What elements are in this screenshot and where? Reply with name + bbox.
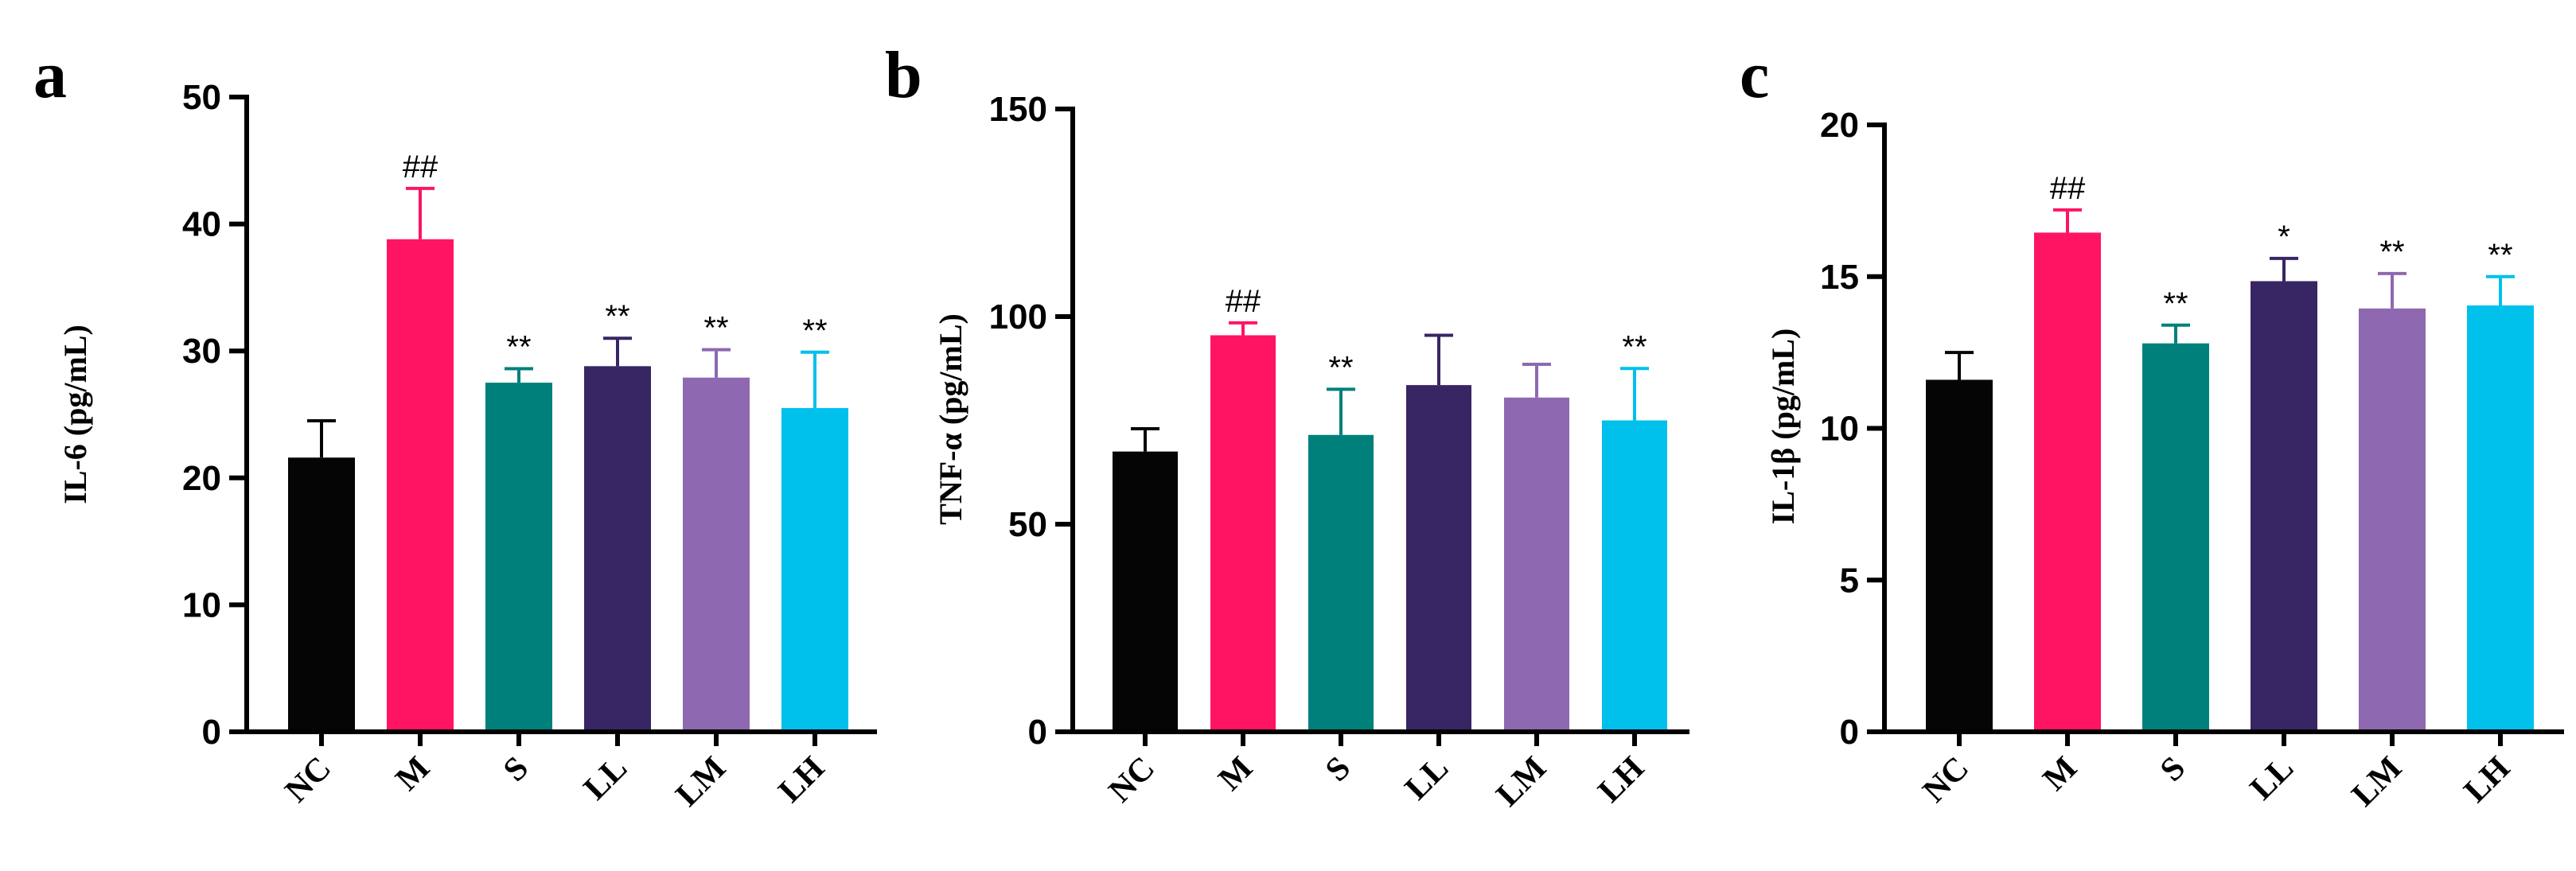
y-tick-label: 30 [182, 332, 221, 371]
significance-label: ** [2163, 286, 2188, 321]
significance-label: ** [1328, 350, 1353, 385]
x-tick-label: LL [577, 750, 634, 807]
y-axis-label: IL-1β (pg/mL) [1765, 329, 1801, 525]
bar [1210, 335, 1276, 732]
y-tick-label: 50 [1008, 505, 1047, 544]
y-axis-label: IL-6 (pg/mL) [57, 325, 93, 504]
significance-label: ** [802, 313, 827, 348]
x-tick-label: LH [1592, 750, 1651, 810]
x-tick-label: LM [2345, 750, 2409, 814]
x-tick-label: M [1212, 750, 1261, 799]
x-tick-label: LH [2457, 750, 2517, 810]
x-tick-label: M [389, 750, 438, 799]
x-tick-label: LM [669, 750, 733, 814]
significance-label: ** [703, 311, 728, 346]
significance-label: ** [506, 330, 531, 365]
y-tick-label: 100 [989, 297, 1047, 336]
significance-label: ** [1622, 329, 1647, 364]
bar [2467, 305, 2534, 732]
significance-label: ** [605, 299, 629, 334]
bar [781, 408, 848, 732]
significance-label: ** [2488, 238, 2512, 273]
x-tick-label: LL [2243, 750, 2301, 807]
y-tick-label: 150 [989, 90, 1047, 129]
chart-panel-b: b TNF-α (pg/mL) NC ## M ** S LL LM ** LH 0 50 100 150 [885, 38, 1689, 814]
y-tick-label: 15 [1820, 258, 1859, 297]
bar [387, 239, 454, 732]
y-tick-label: 40 [182, 205, 221, 244]
bar [2034, 232, 2101, 732]
significance-label: ** [2379, 235, 2404, 270]
bar [1406, 385, 1471, 732]
y-tick-label: 50 [182, 78, 221, 117]
x-tick-label: M [2036, 750, 2085, 799]
y-tick-label: 0 [1840, 713, 1859, 752]
y-tick-label: 10 [1820, 410, 1859, 449]
significance-label: ## [2050, 171, 2086, 206]
panel-letter: c [1740, 38, 1769, 112]
x-tick-label: NC [279, 750, 338, 810]
bar [1113, 451, 1178, 732]
x-tick-label: LH [772, 750, 832, 810]
y-tick-label: 20 [1820, 106, 1859, 145]
x-tick-label: NC [1102, 750, 1162, 810]
chart-panel-a: a IL-6 (pg/mL) NC ## M ** S ** LL ** LM ** LH 0 10 20 30… [33, 38, 877, 814]
bar [2142, 343, 2209, 732]
significance-label: * [2278, 220, 2290, 255]
bar [584, 366, 651, 732]
y-tick-label: 10 [182, 585, 221, 624]
panel-letter: a [33, 38, 67, 112]
bar [2251, 281, 2317, 732]
y-axis-label: TNF-α (pg/mL) [933, 313, 968, 525]
panel-letter: b [885, 38, 922, 112]
bar [1602, 420, 1667, 732]
x-tick-label: S [1319, 750, 1358, 789]
x-tick-label: S [497, 750, 536, 789]
bar [1926, 379, 1993, 732]
chart-panel-c: c IL-1β (pg/mL) NC ## M ** S * LL ** LM ** LH 0 5 10 15 2… [1740, 38, 2564, 814]
y-tick-label: 0 [202, 713, 221, 752]
bar [1308, 434, 1374, 732]
bar [288, 457, 355, 732]
significance-label: ## [403, 150, 438, 185]
x-tick-label: LL [1398, 750, 1456, 807]
y-tick-label: 5 [1840, 561, 1859, 600]
x-tick-label: S [2153, 750, 2192, 789]
bar [1504, 397, 1569, 732]
y-tick-label: 20 [182, 459, 221, 498]
bar [2359, 308, 2426, 732]
y-tick-label: 0 [1028, 713, 1047, 752]
significance-label: ## [1226, 284, 1261, 319]
x-tick-label: NC [1916, 750, 1976, 810]
x-tick-label: LM [1490, 750, 1553, 814]
bar [485, 383, 552, 732]
bar [683, 377, 750, 732]
